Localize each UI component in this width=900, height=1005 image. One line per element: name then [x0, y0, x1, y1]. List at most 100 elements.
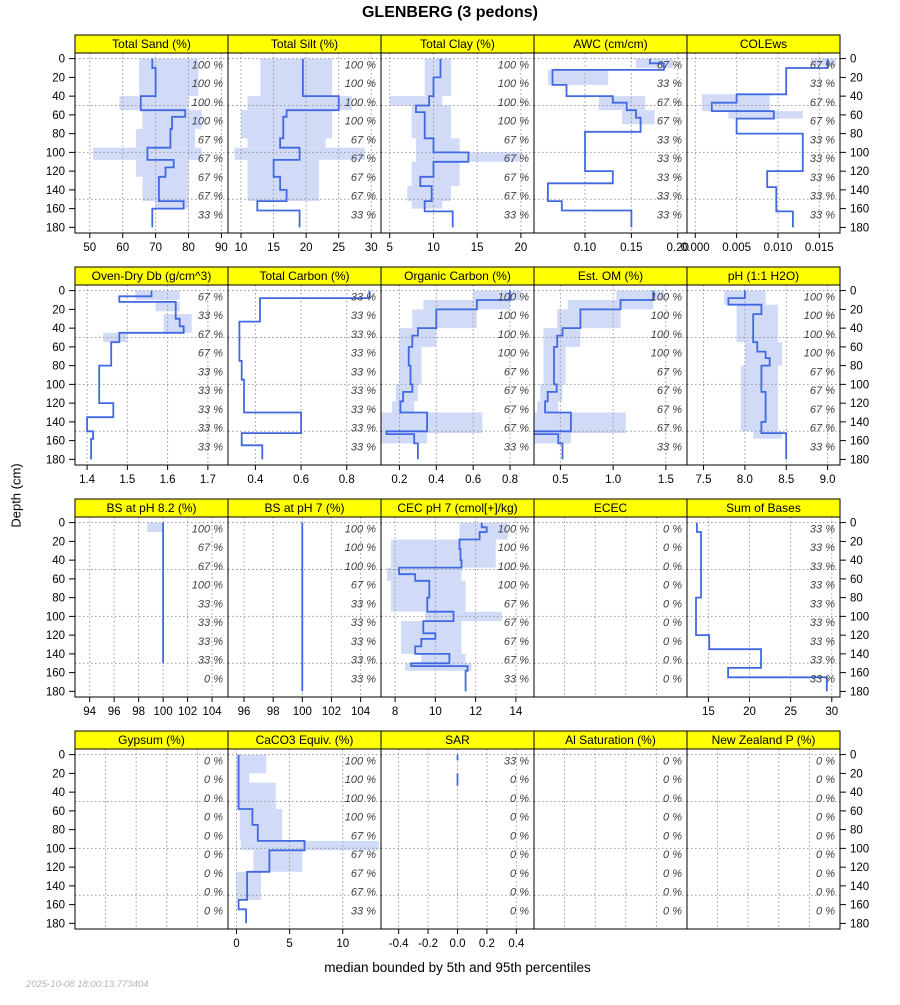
depth-tick-label-right: 40	[850, 787, 863, 799]
pct-label: 0 %	[663, 887, 682, 899]
strip-title: Est. OM (%)	[578, 269, 643, 283]
pct-label: 67 %	[657, 116, 682, 128]
pct-label: 33 %	[198, 598, 223, 610]
pct-label: 100 %	[345, 793, 376, 805]
pct-label: 0 %	[816, 849, 835, 861]
depth-tick-label-left: 20	[52, 536, 65, 548]
depth-tick-label-right: 160	[850, 668, 869, 680]
panel-bg	[75, 285, 228, 465]
pct-label: 0 %	[510, 849, 529, 861]
pct-label: 33 %	[198, 441, 223, 453]
pct-label: 0 %	[204, 849, 223, 861]
depth-tick-label-left: 40	[52, 91, 65, 103]
pct-label: 33 %	[351, 404, 376, 416]
pct-label: 0 %	[510, 793, 529, 805]
pct-label: 100 %	[498, 580, 529, 592]
pct-label: 100 %	[651, 291, 682, 303]
pct-label: 100 %	[192, 78, 223, 90]
pct-label: 67 %	[504, 598, 529, 610]
x-tick-label: 14	[509, 706, 522, 718]
strip-title: COLEws	[740, 37, 787, 51]
depth-tick-label-left: 120	[46, 398, 65, 410]
pct-label: 0 %	[663, 580, 682, 592]
x-tick-label: 15	[471, 242, 484, 254]
pct-label: 0 %	[663, 523, 682, 535]
depth-tick-label-left: 0	[59, 518, 65, 530]
percentile-band	[537, 401, 559, 413]
percentile-band	[411, 105, 451, 139]
pct-label: 0 %	[510, 887, 529, 899]
x-tick-label: 1.0	[605, 474, 621, 486]
percentile-band	[391, 580, 466, 612]
depth-tick-label-right: 120	[850, 862, 869, 874]
pct-label: 33 %	[351, 673, 376, 685]
pct-label: 0 %	[663, 830, 682, 842]
median-line	[398, 522, 488, 692]
x-tick-label: 10	[336, 938, 349, 950]
x-tick-label: 80	[182, 242, 195, 254]
pct-label: 33 %	[810, 598, 835, 610]
figure-caption: median bounded by 5th and 95th percentil…	[324, 960, 591, 975]
x-tick-label: 10	[429, 706, 442, 718]
depth-tick-label-left: 40	[52, 323, 65, 335]
pct-label: 33 %	[810, 153, 835, 165]
strip-title: Total Carbon (%)	[259, 269, 349, 283]
percentile-band	[381, 433, 428, 444]
pct-label: 100 %	[498, 116, 529, 128]
percentile-band	[253, 850, 303, 872]
x-tick-label: 10	[427, 242, 440, 254]
pct-label: 67 %	[198, 291, 223, 303]
pct-label: 67 %	[504, 191, 529, 203]
percentile-band	[567, 300, 654, 310]
pct-label: 33 %	[198, 404, 223, 416]
depth-tick-label-left: 160	[46, 900, 65, 912]
x-tick-label: 0.10	[574, 242, 596, 254]
percentile-band	[540, 384, 563, 402]
pct-label: 33 %	[657, 172, 682, 184]
pct-label: 67 %	[810, 404, 835, 416]
x-tick-label: 1.5	[658, 474, 674, 486]
depth-tick-label-right: 20	[850, 768, 863, 780]
x-tick-label: 0.005	[722, 242, 751, 254]
median-line	[710, 58, 829, 228]
strip-title: Al Saturation (%)	[565, 733, 656, 747]
panel-bg	[228, 285, 381, 465]
strip-title: BS at pH 8.2 (%)	[106, 501, 196, 515]
x-tick-label: 94	[83, 706, 96, 718]
depth-tick-label-right: 180	[850, 686, 869, 698]
x-tick-label: 100	[293, 706, 312, 718]
pct-label: 0 %	[510, 868, 529, 880]
pct-label: 67 %	[810, 385, 835, 397]
depth-tick-label-left: 160	[46, 436, 65, 448]
depth-tick-label-right: 120	[850, 166, 869, 178]
depth-tick-label-right: 20	[850, 536, 863, 548]
x-tick-label: 1.7	[200, 474, 216, 486]
percentile-band	[736, 304, 778, 343]
pct-label: 100 %	[345, 774, 376, 786]
depth-tick-label-left: 160	[46, 204, 65, 216]
pct-label: 0 %	[663, 617, 682, 629]
pct-label: 33 %	[810, 134, 835, 146]
pct-label: 67 %	[657, 404, 682, 416]
pct-label: 0 %	[204, 793, 223, 805]
depth-tick-label-left: 140	[46, 881, 65, 893]
pct-label: 67 %	[351, 580, 376, 592]
x-tick-label: 0.6	[465, 474, 481, 486]
strip-title: CEC pH 7 (cmol[+]/kg)	[397, 501, 517, 515]
median-line	[695, 522, 828, 692]
x-tick-label: 0.8	[339, 474, 355, 486]
panel-bg	[687, 53, 840, 233]
depth-tick-label-right: 80	[850, 361, 863, 373]
percentile-band	[260, 58, 333, 97]
x-tick-label: 104	[351, 706, 371, 718]
percentile-band	[534, 433, 571, 444]
pct-label: 33 %	[810, 191, 835, 203]
percentile-band	[163, 314, 192, 333]
pct-label: 0 %	[204, 673, 223, 685]
pct-label: 33 %	[351, 385, 376, 397]
pct-label: 100 %	[498, 291, 529, 303]
depth-tick-label-right: 160	[850, 436, 869, 448]
pct-label: 33 %	[657, 134, 682, 146]
depth-tick-label-right: 20	[850, 72, 863, 84]
